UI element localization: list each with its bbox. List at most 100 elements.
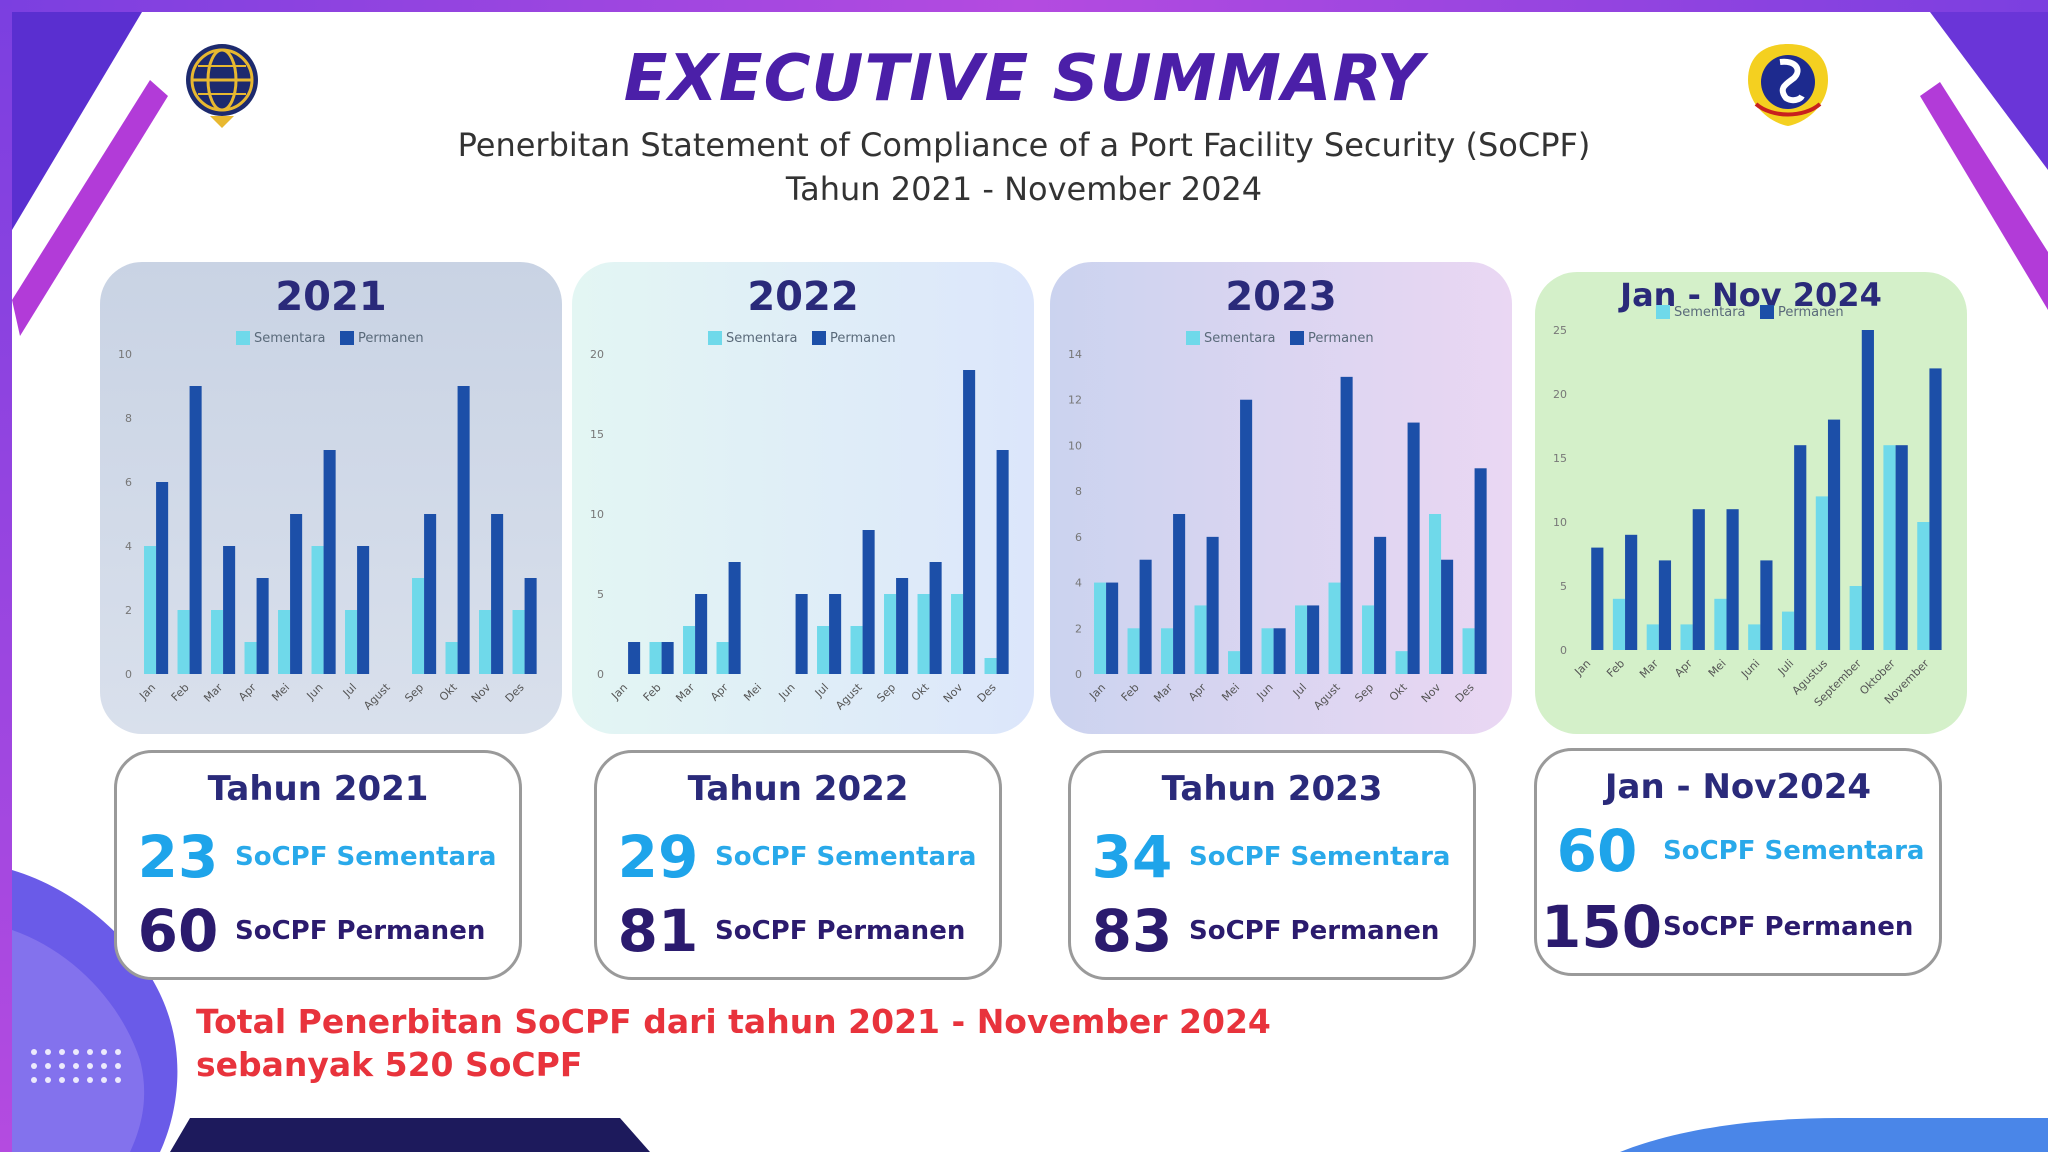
bar-permanen <box>1106 582 1119 674</box>
ministry-globe-logo <box>186 44 258 128</box>
sementara-count: 23 <box>137 823 219 891</box>
chart-2023: Sementara Permanen 0 2 4 6 8 10 12 14 Jan Feb Mar Apr… <box>1068 331 1487 712</box>
bar-permanen <box>491 514 504 674</box>
x-tick-label: Des <box>503 681 527 705</box>
bar-sementara <box>1295 605 1308 674</box>
bar-permanen <box>1407 422 1420 674</box>
bar-permanen <box>1861 330 1874 650</box>
bar-permanen <box>1895 445 1908 650</box>
sea-transport-emblem-logo <box>1748 44 1828 126</box>
bar-sementara <box>984 658 997 674</box>
legend-label-permanen: Permanen <box>830 331 896 346</box>
bar-permanen <box>1173 514 1186 674</box>
y-tick-label: 12 <box>1068 394 1082 407</box>
chart-title: 2022 <box>747 274 859 320</box>
bar-permanen <box>189 386 202 674</box>
bar-permanen <box>1206 536 1219 674</box>
bar-sementara <box>1680 624 1693 650</box>
sementara-label: SoCPF Sementara <box>1663 836 1925 866</box>
left-border <box>0 0 12 1152</box>
top-border <box>0 0 2048 12</box>
x-tick-label: Sep <box>402 681 426 705</box>
bar-sementara <box>1781 611 1795 650</box>
legend-label-permanen: Permanen <box>358 331 424 346</box>
bar-sementara <box>1462 628 1475 674</box>
chart-2022: Sementara Permanen 0 5 10 15 20 Jan Feb Mar Apr Mei… <box>590 331 1009 712</box>
y-tick-label: 0 <box>1560 644 1567 657</box>
legend-swatch-permanen <box>1290 331 1304 345</box>
chart-legend: Sementara Permanen <box>1186 331 1374 346</box>
y-tick-label: 25 <box>1553 324 1567 337</box>
permanen-label: SoCPF Permanen <box>1663 912 1914 942</box>
x-tick-label: Jul <box>340 681 359 700</box>
y-tick-label: 15 <box>590 428 604 441</box>
y-tick-label: 10 <box>1553 516 1567 529</box>
y-tick-label: 6 <box>125 476 132 489</box>
bar-permanen <box>1591 547 1604 650</box>
x-tick-label: Jul <box>1290 681 1309 700</box>
bottom-navy-bar <box>170 1118 650 1152</box>
x-tick-label: Jan <box>1086 681 1108 703</box>
x-tick-label: Okt <box>1387 680 1410 703</box>
permanen-label: SoCPF Permanen <box>235 916 486 946</box>
bar-sementara <box>716 642 729 674</box>
x-tick-label: Jan <box>136 681 158 703</box>
permanen-stat: 83 SoCPF Permanen <box>1085 897 1463 965</box>
bar-permanen <box>661 642 674 674</box>
bar-permanen <box>1307 605 1320 674</box>
bar-sementara <box>244 642 257 674</box>
bar-permanen <box>1441 559 1454 674</box>
card-title: Tahun 2021 <box>207 769 429 809</box>
permanen-count: 81 <box>617 897 699 965</box>
chart-legend: Sementara Permanen <box>236 331 424 346</box>
permanen-label: SoCPF Permanen <box>715 916 966 946</box>
x-tick-label: Okt <box>437 680 460 703</box>
chart-legend: Sementara Permanen <box>1656 305 1844 320</box>
x-tick-label: Mei <box>1219 681 1242 704</box>
x-tick-label: Mei <box>269 681 292 704</box>
total-summary: Total Penerbitan SoCPF dari tahun 2021 -… <box>196 1000 1271 1086</box>
bar-permanen <box>963 370 976 674</box>
bar-sementara <box>884 594 897 674</box>
bar-permanen <box>1929 368 1942 650</box>
chart-panel-2024: Jan - Nov 2024 Sementara Permanen 0 5 10 15 20… <box>1535 272 1967 734</box>
bar-sementara <box>1127 628 1140 674</box>
permanen-count: 150 <box>1541 893 1663 961</box>
x-tick-label: Feb <box>169 681 192 704</box>
x-tick-label: Juni <box>1738 657 1762 681</box>
x-tick-label: Nov <box>469 681 494 706</box>
x-tick-label: Feb <box>641 681 664 704</box>
bar-sementara <box>311 546 324 674</box>
x-tick-label: Sep <box>874 681 898 705</box>
sementara-count: 34 <box>1091 823 1173 891</box>
bar-permanen <box>1340 376 1353 674</box>
bar-sementara <box>1228 651 1241 674</box>
bar-sementara <box>1261 628 1274 674</box>
y-tick-label: 10 <box>1068 439 1082 452</box>
bar-sementara <box>1161 628 1174 674</box>
chart-2021: Sementara Permanen 0 2 4 6 8 10 Jan Feb Mar Apr Mei J… <box>118 331 537 712</box>
legend-label-sementara: Sementara <box>726 331 798 346</box>
x-tick-label: Jun <box>1254 681 1276 703</box>
bar-permanen <box>1827 419 1841 650</box>
card-title: Tahun 2023 <box>1161 769 1383 809</box>
bar-permanen <box>929 562 942 674</box>
page-subtitle: Penerbitan Statement of Compliance of a … <box>457 126 1591 164</box>
x-tick-label: Jul <box>812 681 831 700</box>
permanen-count: 60 <box>137 897 219 965</box>
x-tick-label: Nov <box>1419 681 1444 706</box>
bar-sementara <box>917 594 930 674</box>
bar-permanen <box>424 514 437 674</box>
y-tick-label: 2 <box>1075 622 1082 635</box>
bar-sementara <box>479 610 492 674</box>
bar-permanen <box>290 514 303 674</box>
bar-sementara <box>1849 586 1862 650</box>
sementara-stat: 60 SoCPF Sementara <box>1541 817 1929 885</box>
legend-swatch-sementara <box>236 331 250 345</box>
y-tick-label: 4 <box>125 540 132 553</box>
chart-panel-2021: 2021 Sementara Permanen 0 2 4 6 8 10 Jan Feb Mar Ap… <box>100 262 562 734</box>
bar-permanen <box>1692 509 1705 650</box>
x-tick-label: Agust <box>833 680 865 712</box>
x-tick-label: Mar <box>673 681 697 705</box>
y-tick-label: 0 <box>125 668 132 681</box>
